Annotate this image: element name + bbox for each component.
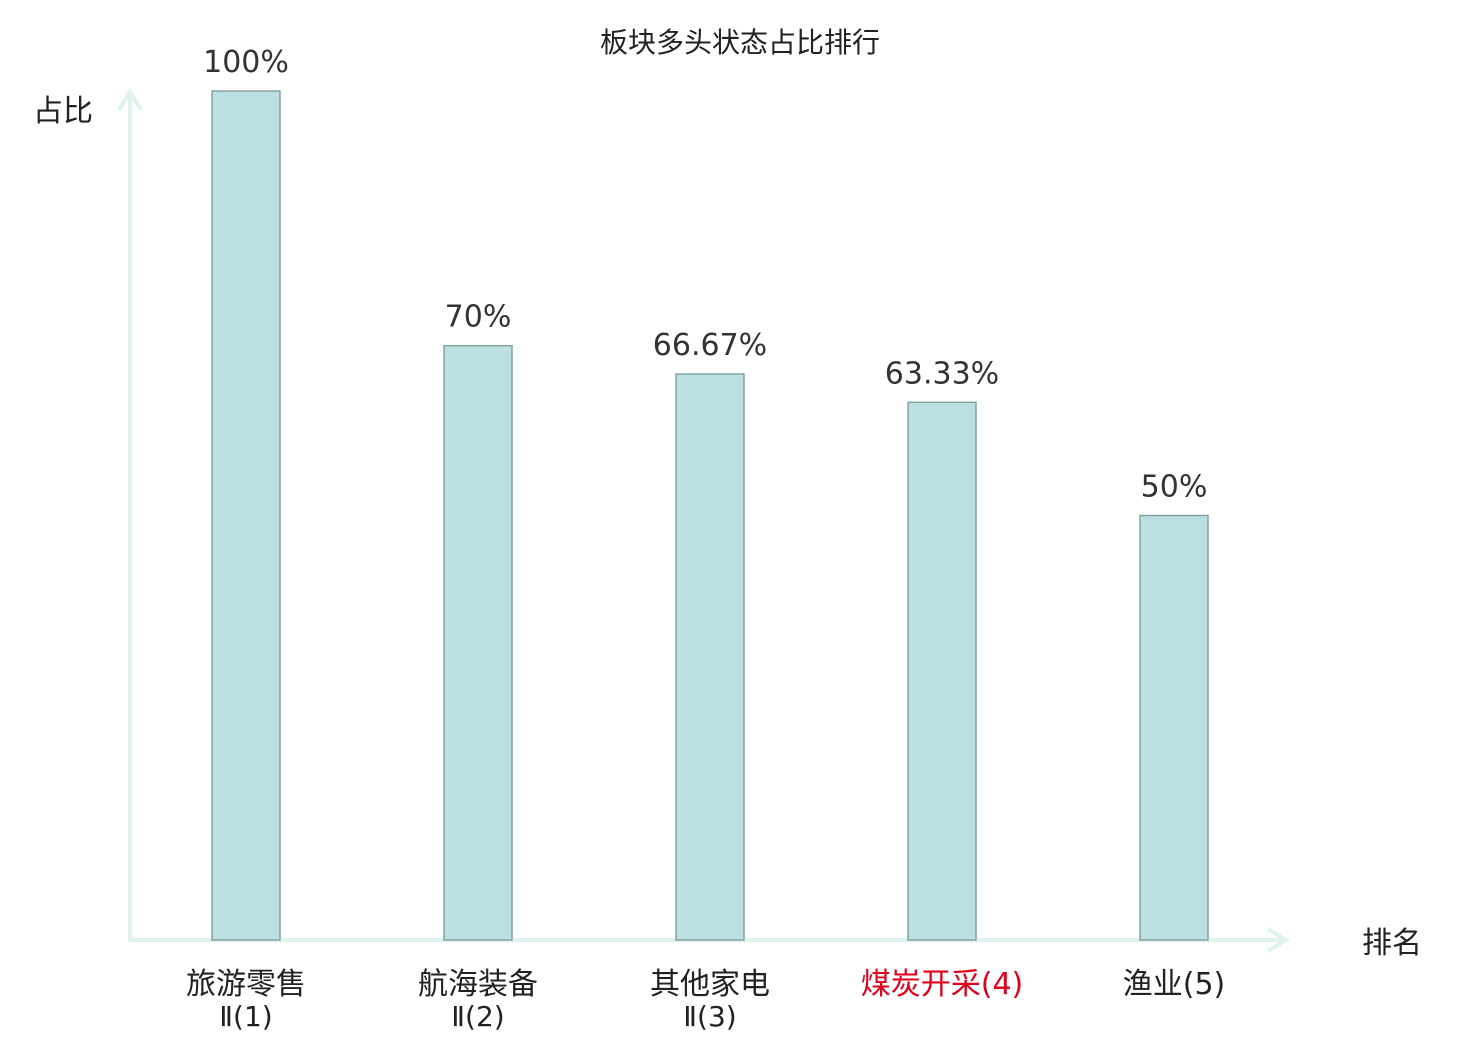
bar [907, 401, 977, 941]
bars-group [211, 90, 1209, 941]
bar [211, 90, 281, 941]
category-label: 煤炭开采(4) [861, 967, 1024, 1002]
y-axis [117, 88, 143, 940]
bar [675, 373, 745, 941]
category-sublabel: Ⅱ(1) [219, 1000, 272, 1033]
category-sublabel: Ⅱ(2) [451, 1000, 504, 1033]
bar-value-label: 70% [445, 300, 512, 335]
bar-value-label: 50% [1141, 470, 1208, 505]
value-labels-group: 100% 70% 66.67% 63.33% 50% [203, 45, 1207, 505]
category-label: 航海装备 [418, 967, 538, 1002]
bar-value-label: 66.67% [653, 328, 767, 363]
bar-value-label: 63.33% [885, 356, 999, 391]
y-axis-label: 占比 [33, 94, 93, 129]
bar [443, 344, 513, 941]
bar-value-label: 100% [203, 45, 289, 80]
category-sublabel: Ⅱ(3) [683, 1000, 736, 1033]
category-label: 其他家电 [650, 967, 770, 1002]
category-label: 旅游零售 [186, 967, 306, 1002]
bar [1139, 514, 1209, 941]
category-label: 渔业(5) [1123, 967, 1226, 1002]
chart-title: 板块多头状态占比排行 [600, 26, 880, 59]
x-axis-label: 排名 [1362, 926, 1422, 961]
